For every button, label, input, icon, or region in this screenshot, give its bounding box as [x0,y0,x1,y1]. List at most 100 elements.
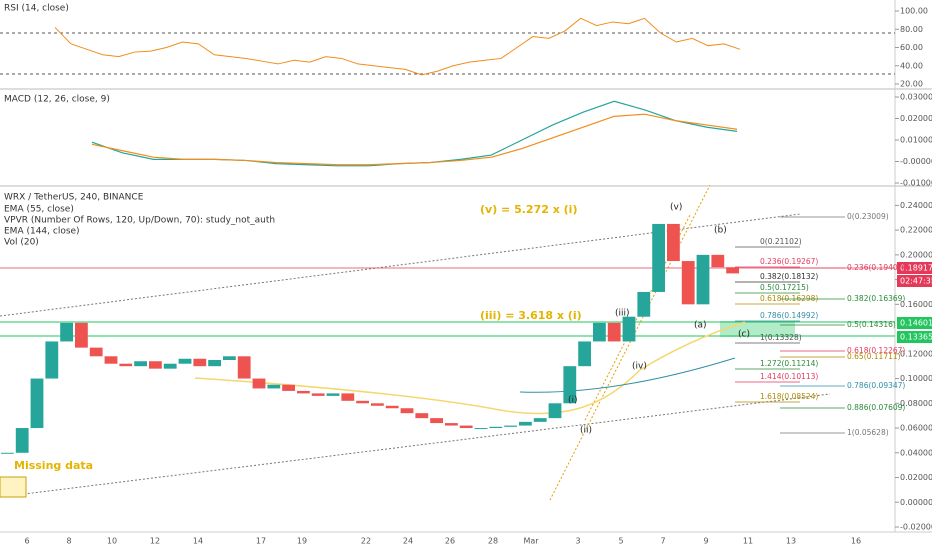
macd-tick-label: 0.03000 [900,93,932,102]
candle [208,360,221,367]
candle [282,384,295,391]
indicator-legend: EMA (144, close) [4,227,80,237]
price-label: 02:47:35 [900,277,932,286]
candle [223,356,236,360]
rsi-title: RSI (14, close) [4,4,69,14]
candle [652,223,665,292]
fib-label: 0.65(0.11711) [847,352,901,361]
fib-label: 0(0.23009) [847,212,889,221]
time-label: 22 [361,537,371,546]
ema-144 [519,357,736,393]
rsi-tick-label: 40.00 [900,61,923,70]
price-tick-label: 0.24000 [900,201,932,210]
time-label: 5 [618,537,623,546]
candle [163,363,177,369]
macd-tick-label: 0.02000 [900,114,932,123]
candle [30,378,44,429]
macd-tick-label: 0.01000 [900,136,932,145]
candle [726,267,739,274]
wave-label: (v) [670,203,682,213]
candle [667,223,680,262]
candle [75,322,88,348]
candle [326,393,340,396]
fork-line [549,184,711,501]
candle [578,341,591,367]
fib-label: 0.236(0.19267) [760,257,818,266]
candle [400,408,414,414]
rsi-tick-label: 100.00 [900,7,928,16]
candle [563,366,577,404]
fib-label: 0.5(0.17215) [760,283,809,292]
wave-label: (ii) [580,426,592,436]
rsi-tick-label: 60.00 [900,43,923,52]
time-label: 28 [488,537,498,546]
candle [533,418,547,422]
fib-label: 0.786(0.09347) [847,381,905,390]
candle [548,403,562,419]
price-tick-label: -0.02000 [900,523,932,532]
candle [593,322,606,342]
indicator-legend: VPVR (Number Of Rows, 120, Up/Down, 70):… [4,216,275,226]
price-tick-label: 0.12000 [900,349,932,358]
price-label-bg [897,262,932,274]
candle [711,254,725,268]
candle [119,363,133,367]
price-label: 0.14601 [900,319,932,328]
candle [134,361,147,367]
fib-label: 1.272(0.11214) [760,359,818,368]
candle [474,428,488,430]
candle [696,254,710,305]
candle [237,356,251,379]
candle [193,358,207,367]
time-label: 12 [150,537,160,546]
fib-label: 0.786(0.14992) [760,311,818,320]
candle [15,428,29,453]
rsi-tick-label: 80.00 [900,25,923,34]
price-tick-label: 0.20000 [900,250,932,259]
candle [45,341,59,379]
wave-label: (iv) [632,362,647,372]
wave-label: (a) [694,321,707,331]
time-label: 10 [107,537,117,546]
candle [385,405,399,409]
time-label: 17 [256,537,266,546]
candle [681,261,695,305]
price-tick-label: 0.00000 [900,498,932,507]
price-tick-label: 0.22000 [900,226,932,235]
candle [519,421,532,426]
wave-label: (b) [714,226,727,236]
candle [1,452,14,454]
macd-title: MACD (12, 26, close, 9) [4,95,110,105]
price-tick-label: 0.16000 [900,300,932,309]
candle [415,413,429,419]
candle [149,361,162,369]
fib-label: 0.886(0.07609) [847,403,905,412]
annotation: (v) = 5.272 x (i) [480,203,577,216]
time-label: 16 [851,537,861,546]
candle [178,358,192,364]
time-label: 3 [575,537,580,546]
fib-label: 1.618(0.08524) [760,392,818,401]
macd-signal_values [91,113,738,166]
candle [311,393,325,396]
channel-line [0,213,801,317]
rsi-line [54,17,741,76]
wave-label: (i) [568,396,578,406]
candle [459,425,473,429]
candle [637,291,651,317]
time-label: 11 [743,537,753,546]
time-label: 8 [66,537,71,546]
price-label-bg [897,317,932,329]
candle [89,347,103,357]
candle [356,400,369,404]
ema-55 [194,321,746,415]
chart-title: WRX / TetherUS, 240, BINANCE [4,193,144,203]
candle [297,390,310,394]
indicator-legend: EMA (55, close) [4,205,74,215]
time-label: 26 [445,537,455,546]
candle [445,423,458,426]
time-label: 7 [660,537,665,546]
rsi-tick-label: 20.00 [900,80,923,89]
